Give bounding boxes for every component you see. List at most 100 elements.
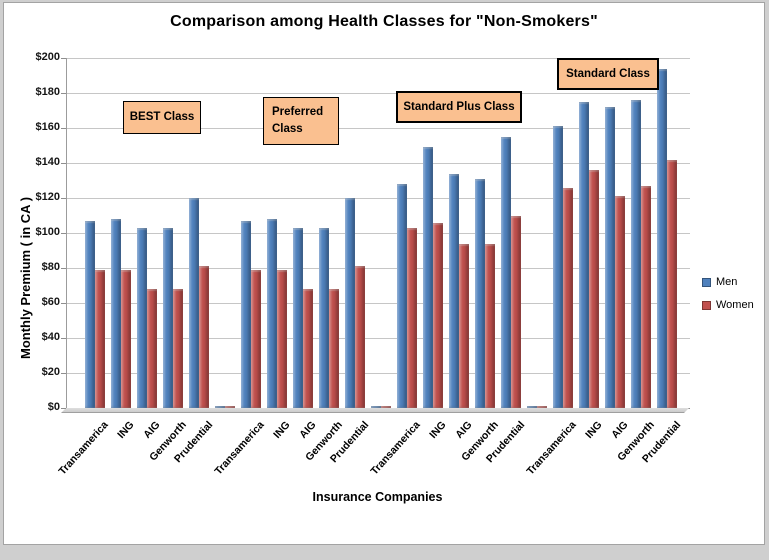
gridline [67, 373, 690, 374]
class-label-box-standard-plus: Standard Plus Class [396, 91, 522, 123]
category-genworth [628, 58, 654, 408]
x-label-cell: Prudential [172, 417, 215, 489]
y-tick-label: $120 [35, 191, 60, 203]
y-tick-mark [61, 93, 66, 94]
bar-women [563, 187, 573, 408]
bar-men [345, 198, 355, 408]
y-tick-label: $200 [35, 51, 60, 63]
gridline [67, 128, 690, 129]
bar-women [121, 269, 131, 408]
x-label-cell: Prudential [640, 417, 683, 489]
legend-item-women: Women [702, 299, 754, 311]
class-label-box-standard: Standard Class [557, 58, 659, 90]
x-label-cell: Transamerica [369, 417, 423, 489]
bar-women [381, 406, 391, 408]
bar-men [137, 227, 147, 408]
bar-men [371, 406, 381, 408]
y-tick-label: $20 [41, 366, 60, 378]
y-tick-mark [61, 163, 66, 164]
bar-men [293, 227, 303, 408]
bar-men [579, 101, 589, 408]
legend-swatch-men-icon [702, 277, 711, 287]
bar-women [95, 269, 105, 408]
legend: Men Women [702, 276, 754, 322]
gridline [67, 58, 690, 59]
category-prudential [654, 58, 680, 408]
category-transamerica [394, 58, 420, 408]
axis-3d-floor [61, 408, 689, 413]
bar-women [433, 222, 443, 408]
bar-women [641, 185, 651, 408]
bar-men [397, 184, 407, 408]
category-genworth [316, 58, 342, 408]
bar-men [553, 126, 563, 408]
category-ing [576, 58, 602, 408]
y-tick-label: $180 [35, 86, 60, 98]
chart-title: Comparison among Health Classes for "Non… [170, 13, 598, 30]
gridline [67, 338, 690, 339]
y-tick-mark [61, 198, 66, 199]
bar-women [485, 243, 495, 408]
bar-men [631, 100, 641, 408]
bar-men [241, 220, 251, 408]
bar-women [173, 289, 183, 408]
y-tick-label: $60 [41, 296, 60, 308]
bar-men [215, 406, 225, 408]
x-label-cell: ING [108, 417, 137, 489]
bar-women [667, 159, 677, 408]
y-tick-mark [61, 58, 66, 59]
x-label-cell: Prudential [484, 417, 527, 489]
legend-label-women: Women [716, 299, 754, 311]
y-tick-mark [61, 268, 66, 269]
category-aig [446, 58, 472, 408]
y-tick-mark [61, 233, 66, 234]
x-label-cell: Transamerica [525, 417, 579, 489]
y-tick-label: $100 [35, 226, 60, 238]
class-label-box-preferred: Preferred Class [263, 97, 339, 145]
gridline [67, 93, 690, 94]
category-genworth [160, 58, 186, 408]
bar-men [189, 198, 199, 408]
y-tick-mark [61, 408, 66, 409]
x-label-cell: ING [264, 417, 293, 489]
bar-women [329, 289, 339, 408]
y-tick-label: $80 [41, 261, 60, 273]
bar-women [511, 215, 521, 408]
category-ing [264, 58, 290, 408]
bar-women [303, 289, 313, 408]
group-separator [212, 58, 238, 408]
bar-women [199, 266, 209, 408]
y-tick-mark [61, 128, 66, 129]
y-tick-mark [61, 338, 66, 339]
y-tick-label: $160 [35, 121, 60, 133]
legend-item-men: Men [702, 276, 754, 288]
gridline [67, 268, 690, 269]
x-label-cell: ING [576, 417, 605, 489]
y-tick-label: $140 [35, 156, 60, 168]
y-tick-mark [61, 303, 66, 304]
category-prudential [186, 58, 212, 408]
x-axis-title: Insurance Companies [312, 490, 443, 504]
bar-women [537, 406, 547, 408]
x-label-cell: Transamerica [57, 417, 111, 489]
y-tick-mark [61, 373, 66, 374]
bar-men [449, 173, 459, 408]
gridline [67, 303, 690, 304]
bar-men [163, 227, 173, 408]
bar-women [277, 269, 287, 408]
category-aig [134, 58, 160, 408]
x-label-cell: Prudential [328, 417, 371, 489]
x-label-cell: ING [420, 417, 449, 489]
bar-series-container [66, 58, 689, 408]
category-aig [602, 58, 628, 408]
bar-men [475, 178, 485, 408]
category-genworth [472, 58, 498, 408]
class-label-box-best: BEST Class [123, 101, 201, 134]
bar-women [355, 266, 365, 408]
company-tick-label: Transamerica [56, 419, 111, 478]
bar-men [657, 68, 667, 408]
category-ing [420, 58, 446, 408]
bar-women [615, 196, 625, 408]
category-aig [290, 58, 316, 408]
